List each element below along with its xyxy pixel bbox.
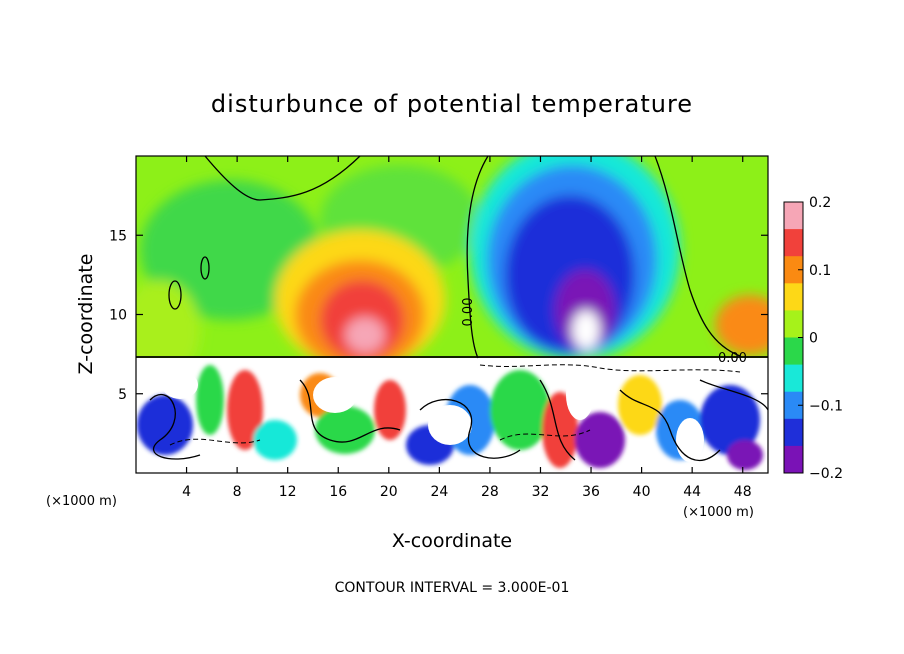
x-tick-label: 36 [582,484,600,500]
x-tick-label: 8 [233,484,242,500]
x-tick-label: 12 [279,484,297,500]
y-axis: 5 10 15 [109,228,768,403]
x-unit-label-right: (×1000 m) [683,505,754,520]
x-tick-label: 16 [329,484,347,500]
contour-label: 0.00 [718,351,747,366]
colorbar-swatch [784,256,803,284]
colorbar-swatch [784,445,803,474]
x-tick-label: 4 [182,484,191,500]
y-tick-label: 10 [109,308,127,324]
contour-label: 0.00 [461,298,476,327]
colorbar-tick-label: 0.2 [809,195,831,211]
x-tick-label: 24 [430,484,448,500]
colorbar: 0.2 0.1 0 −0.1 −0.2 [783,195,843,482]
colorbar-swatch [784,337,803,366]
x-axis: 4 8 12 16 20 24 28 32 36 40 44 48 [182,156,752,500]
colorbar-swatch [784,283,803,311]
contour-interval-note: CONTOUR INTERVAL = 3.000E-01 [335,580,570,596]
x-unit-label: (×1000 m) [46,494,117,509]
plot-area [136,156,768,473]
contour-lines [136,156,768,461]
colorbar-tick-label: −0.2 [809,466,843,482]
y-axis-title: Z-coordinate [75,254,97,375]
colorbar-swatch [784,202,803,230]
colorbar-swatch [784,418,803,447]
colorbar-swatch [784,364,803,393]
colorbar-swatch [784,310,803,338]
chart-title: disturbunce of potential temperature [211,90,693,118]
colorbar-tick-label: −0.1 [809,398,843,414]
x-tick-label: 32 [532,484,550,500]
colorbar-swatch [784,391,803,420]
y-tick-label: 15 [109,228,127,244]
x-tick-label: 44 [683,484,701,500]
x-tick-label: 40 [633,484,651,500]
x-tick-label: 48 [734,484,752,500]
x-tick-label: 28 [481,484,499,500]
colorbar-tick-label: 0.1 [809,263,831,279]
colorbar-tick-label: 0 [809,331,818,347]
x-axis-title: X-coordinate [392,530,512,552]
y-tick-label: 5 [118,387,127,403]
x-tick-label: 20 [380,484,398,500]
colorbar-swatch [784,229,803,257]
turbulent-layer [136,358,768,473]
